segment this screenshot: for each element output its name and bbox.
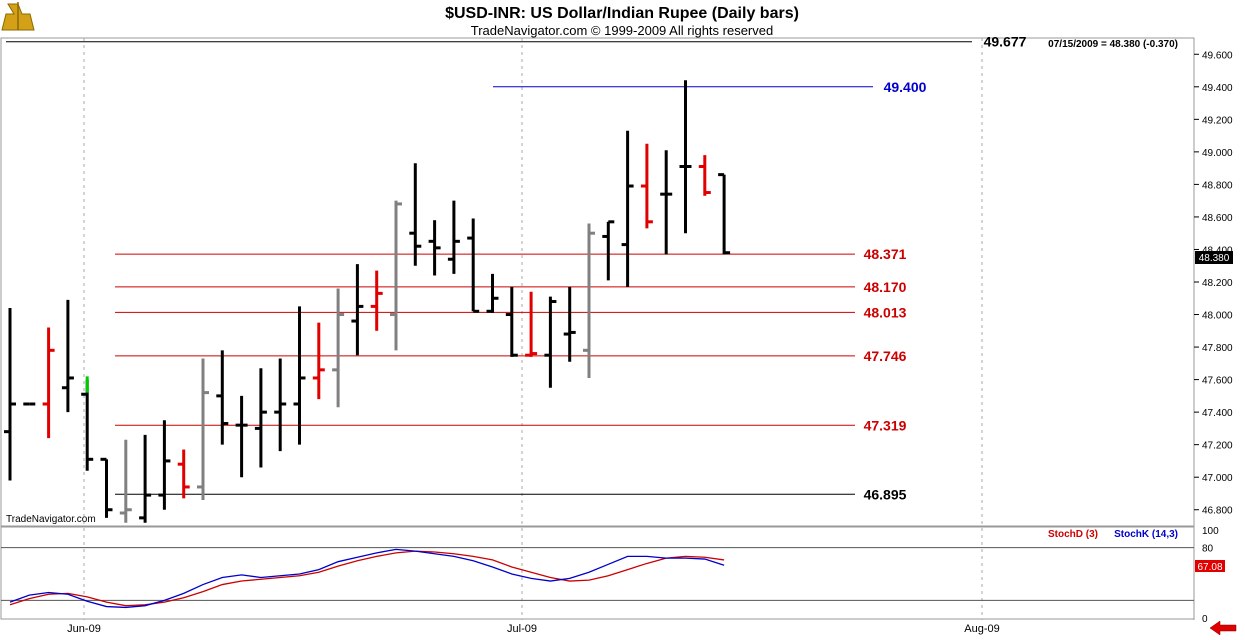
ohlc-bar — [158, 420, 171, 510]
chart-subtitle: TradeNavigator.com © 1999-2009 All right… — [471, 23, 773, 38]
quote-readout: 07/15/2009 = 48.380 (-0.370) — [1048, 39, 1178, 50]
level-label: 47.319 — [864, 417, 907, 433]
ohlc-bar — [718, 173, 731, 255]
ohlc-bar — [505, 286, 518, 357]
y-tick-label: 48.200 — [1202, 278, 1233, 289]
last-price-badge: 48.380 — [1195, 251, 1233, 264]
y-tick-label: 46.800 — [1202, 506, 1233, 517]
ohlc-bar — [583, 223, 595, 378]
ohlc-bar — [235, 395, 248, 478]
chart-title: $USD-INR: US Dollar/Indian Rupee (Daily … — [445, 5, 799, 22]
stoch-last-text: 67.08 — [1197, 562, 1222, 573]
level-label: 48.170 — [864, 279, 907, 295]
ohlc-bar — [81, 379, 94, 471]
level-label: 49.400 — [884, 79, 927, 95]
stoch-legend: StochD (3) StochK (14,3) — [1048, 529, 1178, 540]
price-panel — [0, 37, 1195, 527]
ohlc-bar — [332, 288, 345, 408]
ohlc-bar — [621, 130, 634, 287]
y-tick-label: 48.600 — [1202, 213, 1233, 224]
stochd-legend-label: StochD (3) — [1048, 529, 1098, 540]
level-label: 49.677 — [984, 34, 1027, 50]
y-tick-label: 49.000 — [1202, 148, 1233, 159]
ohlc-bar — [660, 150, 673, 255]
ohlc-bar — [486, 273, 499, 313]
ohlc-bar — [447, 200, 460, 274]
ohlc-bar — [312, 322, 325, 400]
y-tick-label: 49.600 — [1202, 50, 1233, 61]
y-tick-label: 47.000 — [1202, 473, 1233, 484]
ohlc-bar — [679, 80, 692, 234]
ohlc-bar — [409, 163, 422, 266]
level-label: 48.371 — [864, 246, 907, 262]
ohlc-bar — [640, 143, 653, 229]
ohlc-bar — [42, 327, 55, 439]
level-label: 48.013 — [864, 304, 907, 320]
ohlc-bar — [177, 449, 190, 499]
x-tick-label: Jul-09 — [507, 623, 537, 635]
ohlc-bar — [254, 368, 267, 468]
price-y-axis: 49.600 49.400 49.200 49.000 48.800 48.600 48.4… — [1194, 50, 1233, 517]
ohlc-bar — [61, 299, 74, 413]
ohlc-bar — [390, 200, 402, 351]
ohlc-bar — [293, 306, 306, 445]
y-tick-label: 47.800 — [1202, 343, 1233, 354]
date-x-axis: Jun-09 Jul-09 Aug-09 — [67, 623, 1000, 635]
ohlc-bar — [544, 296, 557, 388]
watermark: TradeNavigator.com — [6, 514, 96, 525]
ohlc-bar — [563, 286, 576, 362]
ohlc-bar — [602, 220, 615, 281]
ohlc-bar — [351, 264, 364, 356]
ohlc-bar — [197, 358, 209, 500]
ohlc-bar — [139, 434, 152, 523]
stoch-y-label: 100 — [1202, 526, 1219, 537]
logo-icon — [1, 2, 35, 31]
y-tick-label: 48.000 — [1202, 311, 1233, 322]
ohlc-bar — [370, 270, 383, 331]
level-label: 46.895 — [864, 486, 907, 502]
y-tick-label: 47.400 — [1202, 408, 1233, 419]
y-tick-label: 47.600 — [1202, 376, 1233, 387]
y-tick-label: 47.200 — [1202, 441, 1233, 452]
stoch-last-badge: 67.08 — [1195, 560, 1225, 573]
stoch-panel — [0, 526, 1195, 620]
x-tick-label: Aug-09 — [964, 623, 999, 635]
level-label: 47.746 — [864, 348, 907, 364]
stoch-y-label: 0 — [1202, 614, 1208, 625]
stoch-series-line — [9, 550, 725, 607]
y-tick-label: 49.400 — [1202, 83, 1233, 94]
ohlc-bar — [274, 358, 287, 452]
stoch-series-line — [9, 548, 725, 609]
stoch-y-label: 80 — [1202, 544, 1214, 555]
price-levels: 49.677 49.400 48.371 48.170 48.013 47.746 47.3… — [6, 34, 1027, 502]
stochastic-indicator: 100 80 0 — [1, 526, 1219, 625]
price-bars — [4, 80, 731, 523]
y-tick-label: 49.200 — [1202, 115, 1233, 126]
ohlc-bar — [467, 218, 480, 313]
ohlc-bar — [698, 155, 711, 196]
stochk-legend-label: StochK (14,3) — [1114, 529, 1178, 540]
ohlc-bar — [100, 457, 113, 518]
x-tick-label: Jun-09 — [67, 623, 101, 635]
y-tick-label: 48.400 — [1202, 245, 1233, 256]
ohlc-bar — [525, 291, 538, 357]
ohlc-bar — [4, 308, 16, 481]
header: $USD-INR: US Dollar/Indian Rupee (Daily … — [1, 2, 799, 38]
ohlc-bar — [428, 220, 441, 276]
ohlc-bar — [119, 439, 132, 523]
scroll-left-arrow-icon[interactable] — [1209, 620, 1237, 636]
ohlc-bar — [216, 350, 229, 445]
price-grid — [83, 38, 983, 620]
last-price-text: 48.380 — [1199, 253, 1230, 264]
y-tick-label: 48.800 — [1202, 180, 1233, 191]
